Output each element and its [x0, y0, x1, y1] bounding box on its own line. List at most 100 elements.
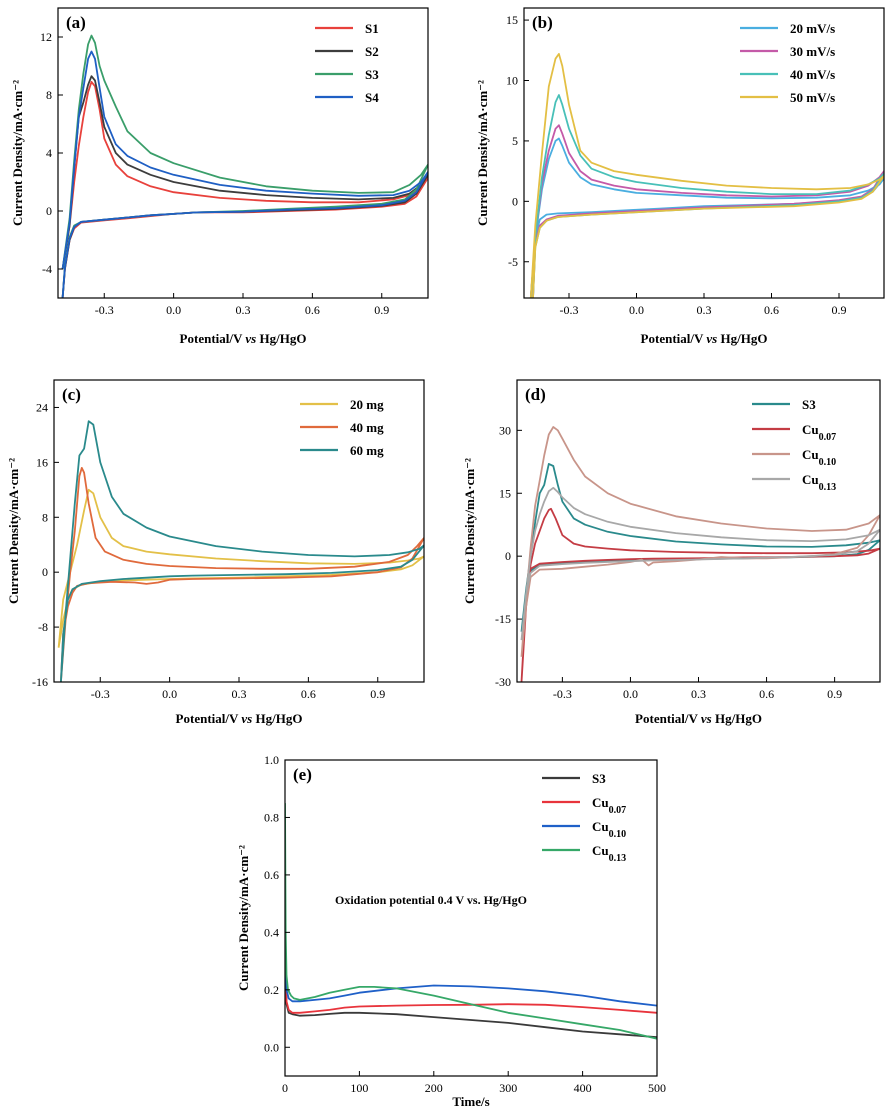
series-line-cu0-07	[520, 507, 880, 682]
x-tick-label: 400	[574, 1081, 592, 1095]
x-tick-label: 0.3	[691, 687, 706, 701]
y-tick-label: 0.8	[264, 810, 279, 824]
x-tick-label: 500	[648, 1081, 666, 1095]
series-line-20-mv-s	[529, 137, 884, 298]
y-axis-label: Current Density/mA·cm⁻²	[10, 80, 25, 226]
x-tick-label: 100	[350, 1081, 368, 1095]
x-tick-label: 0.3	[697, 303, 712, 317]
x-axis-label: Time/s	[452, 1094, 489, 1109]
x-tick-label: 0.6	[301, 687, 316, 701]
legend-label: 20 mg	[350, 397, 384, 412]
series-line-30-mv-s	[529, 124, 884, 298]
legend-label: S4	[365, 90, 379, 105]
plot-frame	[284, 759, 658, 1077]
legend-label: 40 mV/s	[790, 67, 835, 82]
x-tick-label: 300	[499, 1081, 517, 1095]
panel-label: (c)	[62, 385, 81, 404]
x-axis-label: Potential/V vs Hg/HgO	[176, 711, 303, 726]
y-axis-label: Current Density/mA·cm⁻²	[6, 458, 21, 604]
series-group	[61, 34, 428, 298]
y-tick-label: 1.0	[264, 753, 279, 767]
x-tick-label: 0.9	[832, 303, 847, 317]
legend: S1 S2 S3 S4	[315, 21, 379, 105]
y-tick-label: 8	[42, 510, 48, 524]
x-axis-label: Potential/V vs Hg/HgO	[180, 331, 307, 346]
panel-b: -0.3 0.0 0.3 0.6 0.9 -5 0 5 10 15 Potential/V vs H…	[475, 7, 885, 346]
legend-label: Cu0.13	[592, 843, 626, 864]
y-tick-label: 15	[499, 486, 511, 500]
y-tick-label: -5	[508, 255, 518, 269]
x-tick-label: 0.0	[166, 303, 181, 317]
x-tick-label: 200	[425, 1081, 443, 1095]
panel-a: -0.3 0.0 0.3 0.6 0.9 -4 0 4 8 12 Potential/V vs Hg…	[10, 7, 429, 346]
legend-label: 50 mV/s	[790, 90, 835, 105]
series-group	[57, 420, 424, 682]
legend-label: S2	[365, 44, 379, 59]
x-tick-label: 0.0	[162, 687, 177, 701]
series-line-s1	[61, 81, 428, 298]
legend-label: S3	[592, 771, 606, 786]
series-line-cu0-13	[520, 486, 880, 641]
x-tick-label: 0.9	[374, 303, 389, 317]
panel-e: 0 100 200 300 400 500 0.0 0.2 0.4 0.6 0.8 1.0 Time/s…	[236, 753, 666, 1109]
x-tick-label: 0	[282, 1081, 288, 1095]
y-tick-label: 0.0	[264, 1040, 279, 1054]
y-tick-label: 30	[499, 423, 511, 437]
legend-label: Cu0.13	[802, 472, 836, 493]
y-axis-label: Current Density/mA·cm⁻²	[462, 458, 477, 604]
legend-label: 40 mg	[350, 420, 384, 435]
y-axis-label: Current Density/mA·cm⁻²	[236, 845, 251, 991]
y-tick-label: -4	[42, 262, 52, 276]
x-tick-label: -0.3	[95, 303, 114, 317]
x-tick-label: 0.3	[232, 687, 247, 701]
y-tick-label: 24	[36, 400, 48, 414]
legend: S3 Cu0.07 Cu0.10 Cu0.13	[752, 397, 836, 493]
legend-label: S1	[365, 21, 379, 36]
series-line-50-mv-s	[529, 53, 884, 298]
x-axis-label: Potential/V vs Hg/HgO	[635, 711, 762, 726]
x-tick-label: 0.3	[236, 303, 251, 317]
legend: 20 mV/s 30 mV/s 40 mV/s 50 mV/s	[740, 21, 835, 105]
y-tick-label: -16	[32, 675, 48, 689]
legend-label: 60 mg	[350, 443, 384, 458]
x-tick-label: 0.6	[764, 303, 779, 317]
y-tick-label: 0	[42, 565, 48, 579]
y-tick-label: 16	[36, 455, 48, 469]
x-tick-label: -0.3	[553, 687, 572, 701]
x-tick-label: -0.3	[560, 303, 579, 317]
legend: 20 mg 40 mg 60 mg	[300, 397, 384, 458]
legend-label: Cu0.07	[592, 795, 626, 816]
x-tick-label: 0.6	[759, 687, 774, 701]
panel-label: (a)	[66, 13, 86, 32]
series-group	[285, 803, 657, 1040]
y-tick-label: 0.6	[264, 868, 279, 882]
legend-label: S3	[365, 67, 379, 82]
series-line-cu0-13	[285, 803, 657, 1040]
y-tick-label: 12	[40, 30, 52, 44]
series-line-40-mg	[60, 466, 424, 682]
x-axis-label: Potential/V vs Hg/HgO	[641, 331, 768, 346]
panel-label: (e)	[293, 765, 312, 784]
series-line-cu0-10	[520, 426, 880, 657]
y-tick-label: 5	[512, 134, 518, 148]
panel-label: (b)	[532, 13, 553, 32]
legend-label: Cu0.07	[802, 422, 836, 443]
panel-label: (d)	[525, 385, 546, 404]
panel-d: -0.3 0.0 0.3 0.6 0.9 -30 -15 0 15 30 Potential/V v…	[462, 379, 881, 726]
y-tick-label: -8	[38, 620, 48, 634]
y-tick-label: 8	[46, 88, 52, 102]
x-tick-label: 0.9	[827, 687, 842, 701]
legend-label: Cu0.10	[802, 447, 836, 468]
y-tick-label: 0.2	[264, 983, 279, 997]
series-line-s4	[61, 50, 428, 298]
series-line-cu0-07	[285, 966, 657, 1014]
legend-label: Cu0.10	[592, 819, 626, 840]
x-tick-label: 0.6	[305, 303, 320, 317]
y-tick-label: -15	[495, 612, 511, 626]
y-tick-label: 0	[46, 204, 52, 218]
y-tick-label: 0	[505, 549, 511, 563]
series-group	[529, 53, 884, 298]
y-tick-label: -30	[495, 675, 511, 689]
x-tick-label: 0.0	[629, 303, 644, 317]
legend: S3 Cu0.07 Cu0.10 Cu0.13	[542, 771, 626, 864]
